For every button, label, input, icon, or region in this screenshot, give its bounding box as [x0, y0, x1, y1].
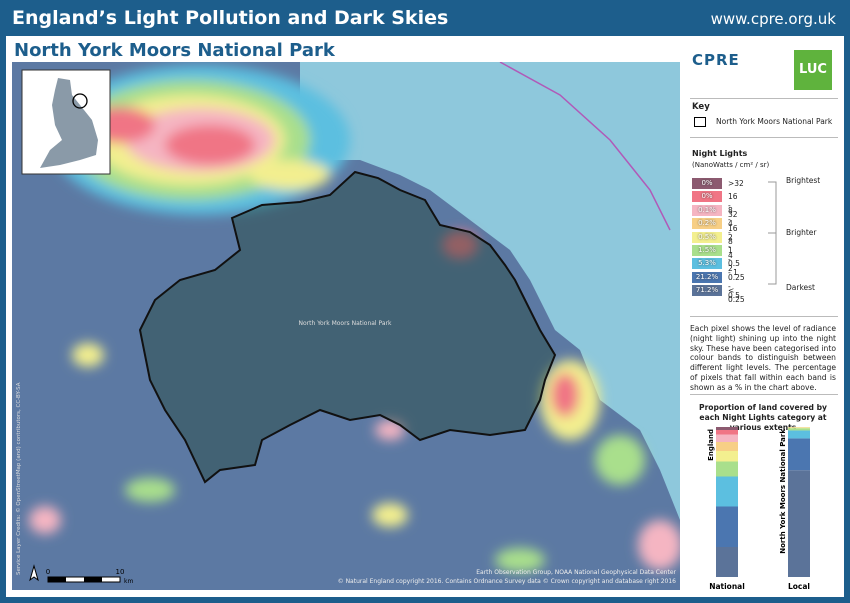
- map[interactable]: North York Moors National Park Service L…: [12, 62, 680, 590]
- scale-label: Darkest: [786, 283, 815, 292]
- legend-percent: 71.2%: [695, 286, 719, 295]
- legend-percent: 0%: [701, 179, 713, 187]
- legend-title: Night Lights: [692, 149, 748, 158]
- divider: [690, 394, 838, 395]
- light-glow: [29, 65, 680, 572]
- logo: LUC: [794, 50, 832, 90]
- legend-label: 4 - 8: [728, 219, 733, 247]
- legend-label: 1 - 2: [728, 246, 733, 273]
- bar-segment: [788, 428, 810, 431]
- bar-segment: [788, 438, 810, 471]
- scale-label: Brighter: [786, 228, 817, 237]
- legend-swatch: 0.2%: [692, 218, 722, 230]
- bar-segment: [716, 461, 738, 477]
- scale-bar: [48, 577, 66, 582]
- extent-label: North York Moors National Park: [779, 429, 787, 554]
- header-title: England’s Light Pollution and Dark Skies: [12, 7, 449, 29]
- bar-segment: [716, 506, 738, 547]
- legend-label: 8 - 16: [728, 205, 738, 233]
- legend-swatch: 5.3%: [692, 258, 722, 270]
- credit: Service Layer Credits: © OpenStreetMap (…: [15, 382, 22, 575]
- divider: [690, 316, 838, 317]
- legend-swatch: 21.2%: [692, 271, 722, 283]
- credit: Earth Observation Group, NOAA National G…: [476, 569, 676, 576]
- legend-label: 2 - 4: [728, 232, 733, 260]
- legend-label: 0.5 - 1: [728, 259, 740, 278]
- credit: © Natural England copyright 2016. Contai…: [338, 578, 677, 585]
- key-title: Key: [692, 102, 710, 112]
- legend-percent: 0.5%: [698, 232, 716, 241]
- north-arrow: [29, 564, 39, 582]
- legend-swatch: 71.2%: [692, 285, 722, 297]
- legend-bracket: [768, 181, 777, 285]
- bar-segment: [716, 451, 738, 462]
- key-label: North York Moors National Park: [716, 117, 833, 126]
- legend-label: < 0.25: [728, 286, 745, 305]
- bar-label: National: [709, 582, 745, 591]
- bar-label: Local: [788, 582, 810, 591]
- bar-segment: [716, 430, 738, 435]
- map-label: North York Moors National Park: [299, 320, 392, 327]
- side-panel: CPRE LUC Key North York Moors National P…: [686, 42, 840, 592]
- scale-label: Brightest: [786, 176, 821, 185]
- legend-percent: 0.1%: [698, 205, 716, 214]
- description: Each pixel shows the level of radiance (…: [690, 324, 836, 392]
- bar-segment: [716, 476, 738, 507]
- scale-unit: km: [124, 578, 133, 585]
- divider: [690, 98, 838, 99]
- legend-swatch: 0.5%: [692, 231, 722, 243]
- legend-percent: 1.5%: [698, 246, 716, 254]
- bar-segment: [788, 430, 810, 439]
- bar-segment: [788, 470, 810, 577]
- legend-units: (NanoWatts / cm² / sr): [692, 161, 770, 169]
- park-boundary[interactable]: [138, 170, 557, 484]
- extent-label: England: [707, 429, 715, 461]
- key-swatch: [694, 117, 706, 127]
- subtitle: North York Moors National Park: [14, 40, 335, 61]
- legend-percent: 5.3%: [698, 259, 716, 268]
- legend-percent: 0%: [701, 192, 713, 201]
- scale-bar: [84, 577, 102, 582]
- inset-england: [40, 78, 98, 168]
- legend-swatch: 0%: [692, 178, 722, 189]
- legend-swatch: 0%: [692, 191, 722, 203]
- chart-title: Proportion of land covered by each Night…: [699, 403, 827, 432]
- bar-segment: [716, 547, 738, 577]
- header-url[interactable]: www.cpre.org.uk: [710, 10, 836, 28]
- legend-percent: 21.2%: [695, 272, 719, 281]
- scale-label: 10: [116, 568, 125, 576]
- legend-percent: 0.2%: [698, 219, 716, 228]
- boundary-line: [499, 62, 671, 231]
- legend-swatch: 0.1%: [692, 204, 722, 216]
- legend-label: 16 - 32: [728, 192, 738, 220]
- sea: [300, 62, 680, 520]
- bar-segment: [716, 427, 738, 430]
- divider: [690, 137, 838, 138]
- legend-label: 0.25 - 0.5: [728, 272, 745, 300]
- stacked-chart: England National North York Moors National…: [707, 427, 810, 591]
- bar-segment: [788, 427, 810, 429]
- bar-segment: [716, 434, 738, 442]
- logo: CPRE: [692, 51, 740, 69]
- bar-segment: [716, 442, 738, 451]
- scale-label: 0: [46, 568, 50, 576]
- legend-swatch: 1.5%: [692, 245, 722, 256]
- legend-label: >32: [728, 179, 744, 188]
- inset-locator: [72, 93, 88, 109]
